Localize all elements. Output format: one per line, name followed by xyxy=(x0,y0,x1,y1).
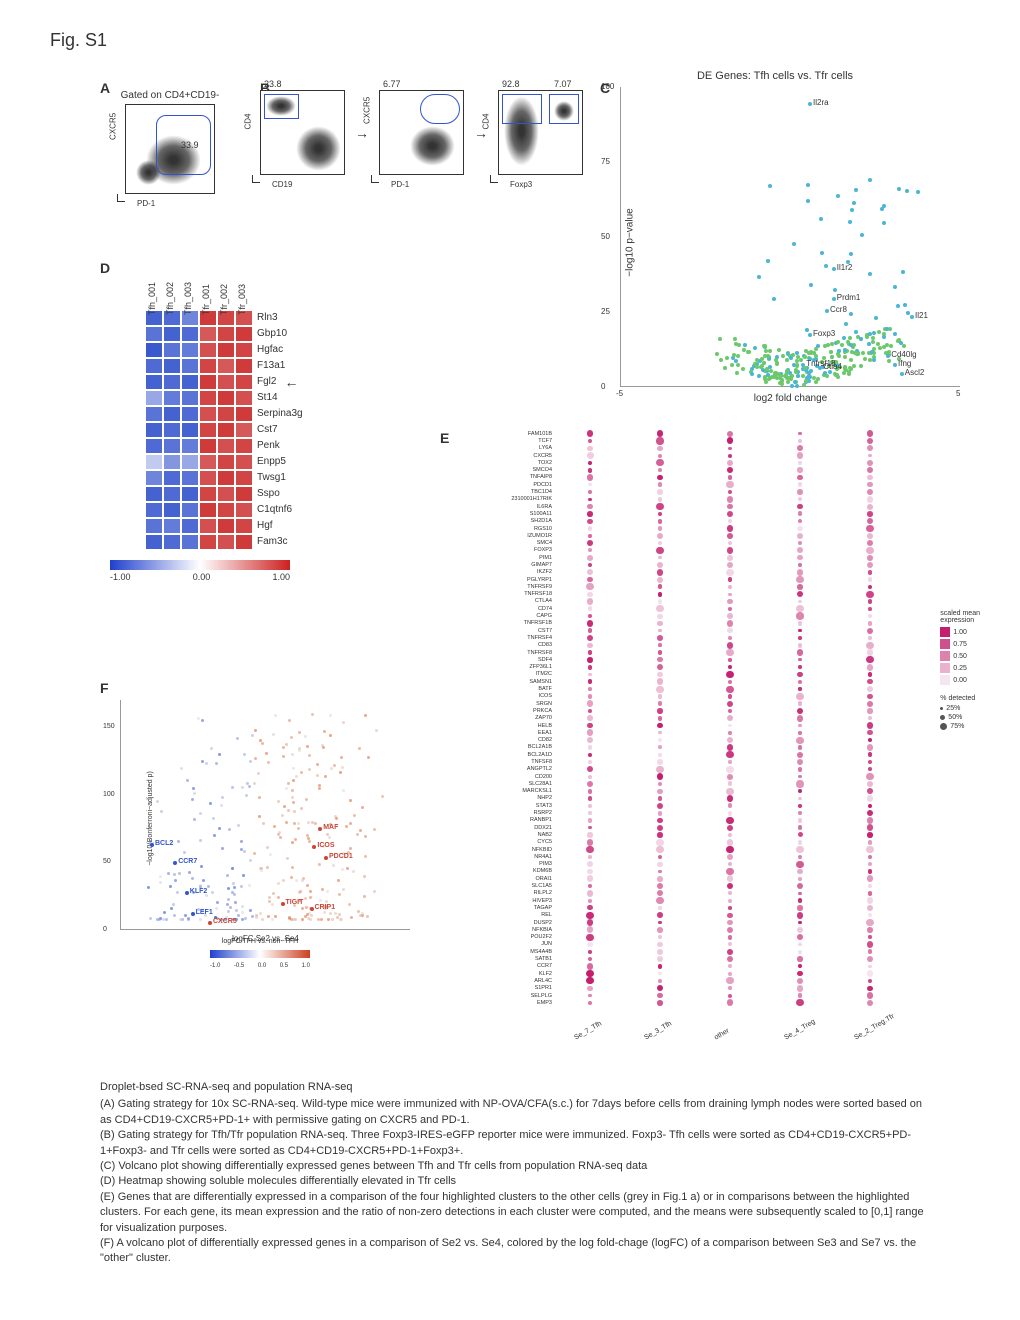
axis-x: PD-1 xyxy=(137,199,155,208)
vf-colorbar xyxy=(210,950,310,958)
panel-c-title: DE Genes: Tfh cells vs. Tfr cells xyxy=(590,70,960,82)
vf-xlabel: logFC Se2 vs. Se4 xyxy=(232,934,299,943)
panel-a: Gated on CD4+CD19- 33.9 CXCR5 PD-1 xyxy=(100,90,240,194)
vc-xlabel: log2 fold change xyxy=(754,393,827,404)
panel-b: 23.8CD4CD19→6.77CXCR5PD-1→92.87.07CD4Fox… xyxy=(260,90,570,175)
vc-ylabel: −log10 p−value xyxy=(625,208,636,276)
colorbar xyxy=(110,560,290,570)
axis-y: CXCR5 xyxy=(109,113,118,140)
panel-c: DE Genes: Tfh cells vs. Tfr cells −log10… xyxy=(590,70,960,387)
colorbar-labels: -1.000.001.00 xyxy=(110,572,290,582)
dotplot: FAM101BTCF7LY6ACXCR5TOX2SMCO4TNFAIP8PDCD… xyxy=(500,430,920,1030)
vf-colorbar-labels: -1.0-0.50.00.51.0 xyxy=(210,963,310,969)
facs-plot-a: 33.9 xyxy=(125,104,215,194)
gate-value: 33.9 xyxy=(181,140,199,150)
panel-e: FAM101BTCF7LY6ACXCR5TOX2SMCO4TNFAIP8PDCD… xyxy=(440,430,970,1030)
figure-title: Fig. S1 xyxy=(50,30,970,51)
heatmap: Tfh_001Tfh_002Tfh_003Tfr_001Tfr_002Tfr_0… xyxy=(145,310,360,550)
caption-title: Droplet-bsed SC-RNA-seq and population R… xyxy=(100,1080,930,1095)
panel-f: −log10(Bonferroni−adjusted p) logFC Se2 … xyxy=(100,690,420,969)
vf-ylabel: −log10(Bonferroni−adjusted p) xyxy=(147,771,154,866)
volcano-plot-c: −log10 p−value log2 fold change 02550751… xyxy=(620,87,960,387)
panel-d: Tfh_001Tfh_002Tfh_003Tfr_001Tfr_002Tfr_0… xyxy=(100,260,360,582)
panel-a-gate-label: Gated on CD4+CD19- xyxy=(100,90,240,101)
figure-caption: Droplet-bsed SC-RNA-seq and population R… xyxy=(100,1080,930,1267)
volcano-plot-f: −log10(Bonferroni−adjusted p) logFC Se2 … xyxy=(120,700,410,930)
